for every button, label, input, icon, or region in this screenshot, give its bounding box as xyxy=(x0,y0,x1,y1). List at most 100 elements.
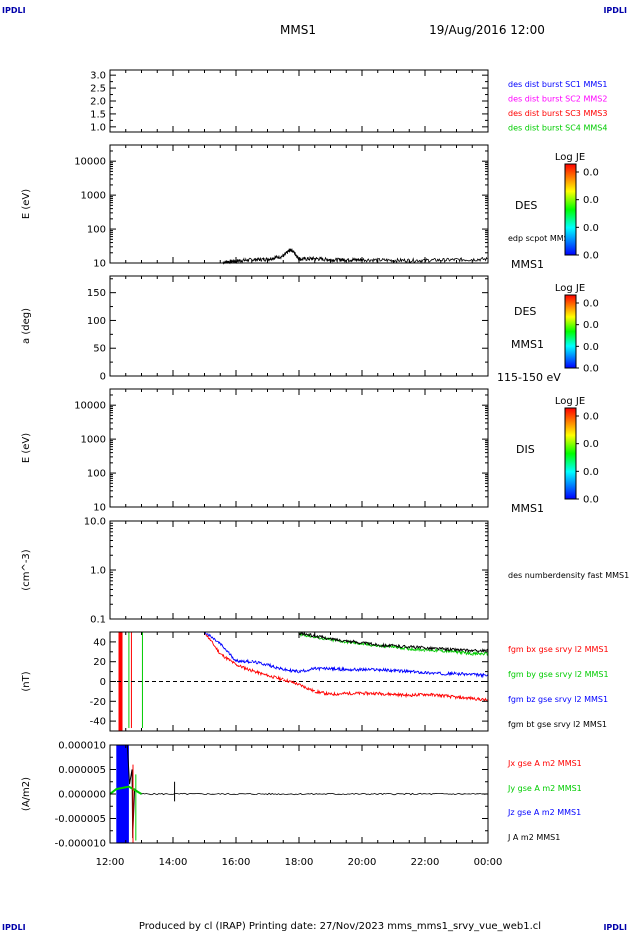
colorbar-tick-label: 0.0 xyxy=(583,439,599,450)
y-axis-label: (cm^-3) xyxy=(21,549,32,590)
y-tick-label: 40 xyxy=(93,637,106,648)
y-tick-label: 150 xyxy=(87,288,106,299)
panel-instrument-label: DIS xyxy=(516,443,535,456)
colorbar-tick-label: 0.0 xyxy=(583,467,599,478)
panel-dis-energy-frame xyxy=(109,388,489,508)
y-tick-label: 0.000005 xyxy=(58,765,106,776)
y-tick-label: 0 xyxy=(100,677,106,688)
y-tick-label: 50 xyxy=(93,344,106,355)
y-tick-label: 0 xyxy=(100,372,106,383)
y-tick-label: -0.000005 xyxy=(55,814,106,825)
legend-entry: fgm bz gse srvy l2 MMS1 xyxy=(508,695,608,704)
y-tick-label: 0.000000 xyxy=(58,790,106,801)
y-tick-label: -20 xyxy=(90,697,106,708)
legend-entry: Jz gse A m2 MMS1 xyxy=(507,808,581,817)
y-tick-label: 1000 xyxy=(81,435,106,446)
legend-entry: Jy gse A m2 MMS1 xyxy=(507,784,582,793)
panel-burst-frame xyxy=(109,69,489,133)
x-tick-label: 22:00 xyxy=(411,857,440,868)
footer-text: Produced by cl (IRAP) Printing date: 27/… xyxy=(139,921,541,932)
y-tick-label: 3.0 xyxy=(90,71,106,82)
x-tick-label: 16:00 xyxy=(222,857,251,868)
legend-entry: fgm bx gse srvy l2 MMS1 xyxy=(508,645,609,654)
colorbar-tick-label: 0.0 xyxy=(583,195,599,206)
panel-des-pitch-frame xyxy=(109,275,489,377)
colorbar-tick-label: 0.0 xyxy=(583,168,599,179)
jy-burst xyxy=(109,785,143,795)
panel-instrument-label: DES xyxy=(514,305,536,318)
legend-entry: des dist burst SC3 MMS3 xyxy=(508,109,607,118)
x-tick-label: 18:00 xyxy=(285,857,314,868)
colorbar-tick-label: 0.0 xyxy=(583,412,599,423)
y-axis-label: E (eV) xyxy=(21,189,32,219)
y-tick-label: 100 xyxy=(87,225,106,236)
y-tick-label: 1.5 xyxy=(90,109,106,120)
corner-label: IPDLI xyxy=(603,923,627,932)
legend-entry: Jx gse A m2 MMS1 xyxy=(507,759,582,768)
x-tick-label: 00:00 xyxy=(474,857,503,868)
y-tick-label: 100 xyxy=(87,469,106,480)
colorbar-tick-label: 0.0 xyxy=(583,364,599,375)
legend-entry: des numberdensity fast MMS1 xyxy=(508,571,629,580)
y-axis-label: E (eV) xyxy=(21,433,32,463)
j-trace xyxy=(141,792,487,796)
jz-burst xyxy=(116,745,129,843)
y-tick-label: 10.0 xyxy=(84,517,106,528)
colorbar-title: Log JE xyxy=(555,152,585,163)
legend-entry: fgm bt gse srvy l2 MMS1 xyxy=(508,720,607,729)
colorbar xyxy=(564,294,577,369)
series-line xyxy=(204,631,489,679)
colorbar-tick-label: 0.0 xyxy=(583,223,599,234)
y-tick-label: 10 xyxy=(93,259,106,270)
colorbar-tick-label: 0.0 xyxy=(583,299,599,310)
series-line xyxy=(298,631,489,654)
y-tick-label: 0.1 xyxy=(90,615,106,626)
j-burst xyxy=(126,744,142,839)
panel-des-energy-frame xyxy=(109,144,489,264)
corner-label: IPDLI xyxy=(2,6,26,15)
colorbar xyxy=(564,407,577,500)
corner-label: IPDLI xyxy=(603,6,627,15)
y-tick-label: 10000 xyxy=(74,401,106,412)
colorbar-title: Log JE xyxy=(555,396,585,407)
colorbar-title: Log JE xyxy=(555,283,585,294)
y-tick-label: 10 xyxy=(93,503,106,514)
header-spacecraft: MMS1 xyxy=(280,23,316,37)
x-tick-label: 14:00 xyxy=(159,857,188,868)
colorbar-tick-label: 0.0 xyxy=(583,495,599,506)
colorbar-tick-label: 0.0 xyxy=(583,342,599,353)
y-tick-label: -0.000010 xyxy=(55,839,106,850)
y-tick-label: 1000 xyxy=(81,191,106,202)
series-line xyxy=(298,632,489,657)
y-tick-label: 10000 xyxy=(74,157,106,168)
panel-instrument-label: DES xyxy=(515,199,537,212)
y-tick-label: 1.0 xyxy=(90,566,106,577)
panel-energy-label: 115-150 eV xyxy=(497,371,561,384)
x-tick-label: 20:00 xyxy=(348,857,377,868)
y-axis-label: (A/m2) xyxy=(21,777,32,811)
panel-spacecraft-label: MMS1 xyxy=(511,338,544,351)
panel-spacecraft-label: MMS1 xyxy=(511,258,544,271)
y-tick-label: 1.0 xyxy=(90,122,106,133)
y-axis-label: a (deg) xyxy=(21,308,32,344)
legend-entry: des dist burst SC2 MMS2 xyxy=(508,95,607,104)
legend-entry: des dist burst SC4 MMS4 xyxy=(508,124,607,133)
legend-entry: fgm by gse srvy l2 MMS1 xyxy=(508,670,609,679)
header-datetime: 19/Aug/2016 12:00 xyxy=(429,23,545,37)
colorbar-tick-label: 0.0 xyxy=(583,320,599,331)
y-tick-label: 2.5 xyxy=(90,84,106,95)
corner-label: IPDLI xyxy=(2,923,26,932)
legend-entry: des dist burst SC1 MMS1 xyxy=(508,80,607,89)
panel-density-frame xyxy=(109,520,489,620)
y-axis-label: (nT) xyxy=(21,671,32,691)
y-tick-label: 20 xyxy=(93,657,106,668)
legend-entry: J A m2 MMS1 xyxy=(507,833,560,842)
y-tick-label: -40 xyxy=(90,717,106,728)
overlay-label: edp scpot MMS1 xyxy=(508,234,574,243)
y-tick-label: 100 xyxy=(87,316,106,327)
x-tick-label: 12:00 xyxy=(96,857,125,868)
scpot-line xyxy=(222,248,488,265)
y-tick-label: 2.0 xyxy=(90,97,106,108)
panel-spacecraft-label: MMS1 xyxy=(511,502,544,515)
